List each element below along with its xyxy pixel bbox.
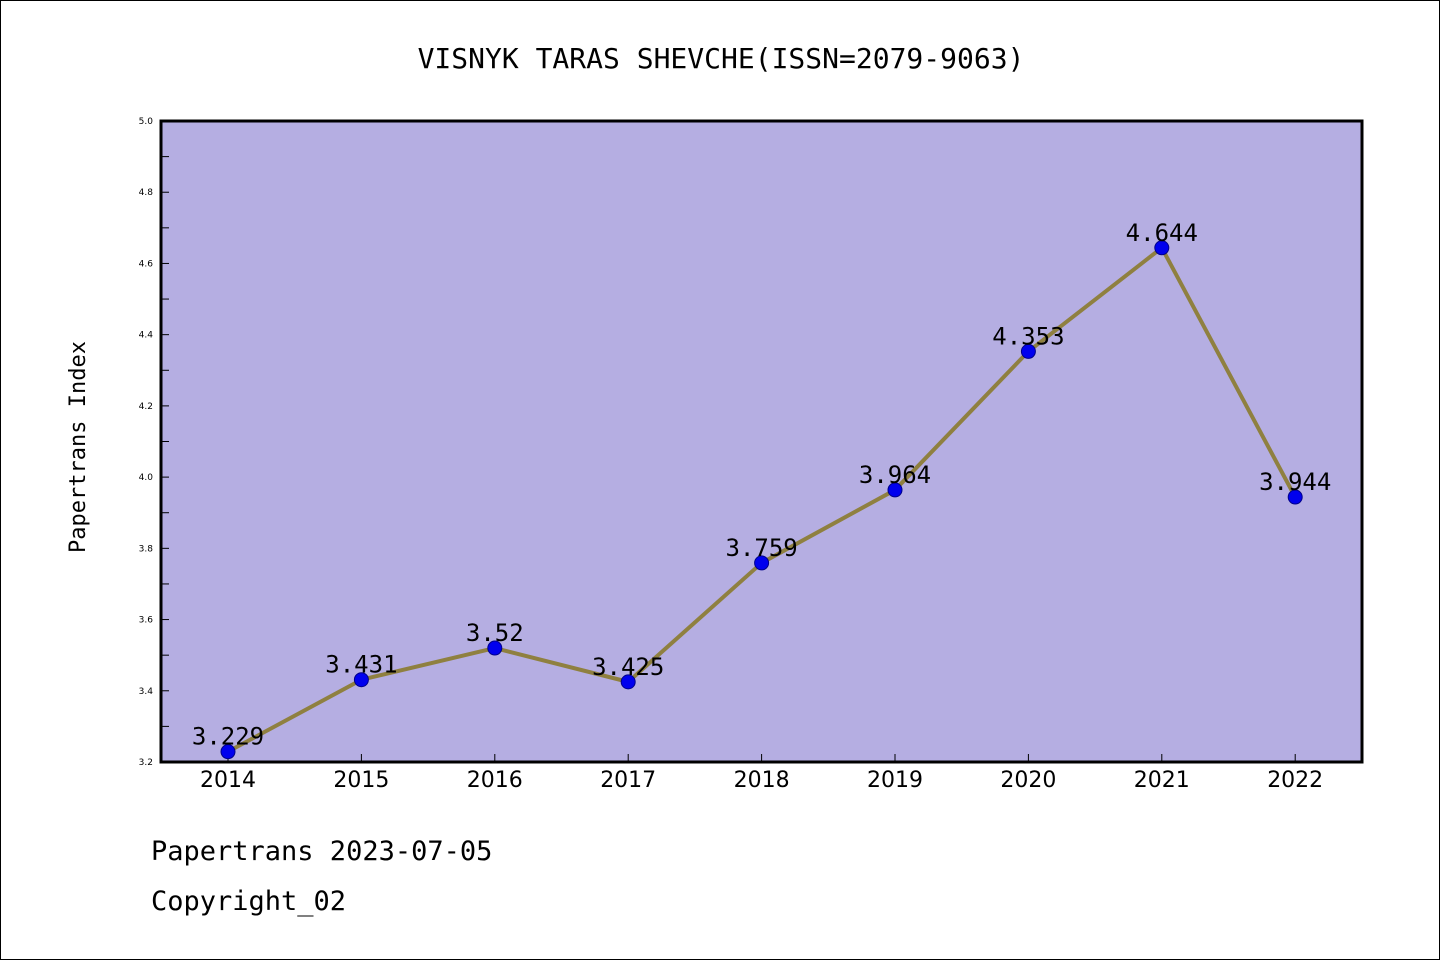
data-labels: 3.229 3.431 3.52 3.425 3.759 3.964 4.353 4.644 3… [192, 219, 1331, 751]
y-tick-label: 4.0 [139, 473, 154, 483]
data-label: 3.431 [325, 651, 397, 679]
chart-title: VISNYK TARAS SHEVCHE(ISSN=2079-9063) [418, 42, 1025, 75]
data-label: 4.353 [992, 322, 1064, 350]
x-tick-label: 2016 [467, 768, 523, 793]
plot-border [159, 119, 1364, 764]
data-point [620, 674, 636, 690]
y-tick-label: 4.2 [139, 402, 153, 412]
data-point [754, 555, 770, 571]
x-tick-label: 2017 [600, 768, 656, 793]
plot-area [161, 121, 1362, 762]
data-point [220, 744, 236, 760]
data-label: 4.644 [1126, 219, 1198, 247]
data-point [887, 482, 903, 498]
x-tick-label: 2020 [1000, 768, 1056, 793]
y-tick-label: 3.8 [139, 544, 154, 554]
data-label: 3.229 [192, 723, 264, 751]
y-tick-label: 3.6 [139, 616, 154, 626]
y-tick-label: 5.0 [139, 117, 154, 127]
x-tick-label: 2022 [1267, 768, 1323, 793]
data-point [353, 672, 369, 688]
y-tick-label: 3.2 [139, 758, 153, 768]
data-label: 3.964 [859, 461, 931, 489]
y-axis-label: Papertrans Index [66, 341, 91, 553]
data-point [487, 640, 503, 656]
x-tick-label: 2019 [867, 768, 923, 793]
data-point [1020, 343, 1036, 359]
y-tick-label: 4.6 [139, 259, 154, 269]
footer-copyright: Copyright_02 [151, 886, 347, 917]
data-label: 3.944 [1259, 468, 1331, 496]
data-label: 3.759 [725, 534, 797, 562]
data-point [1287, 489, 1303, 505]
x-tick-label: 2014 [200, 768, 256, 793]
y-tick-label: 3.4 [139, 687, 154, 697]
y-tick-label: 4.4 [139, 331, 154, 341]
y-tick-label: 4.8 [139, 188, 154, 198]
data-point [1154, 240, 1170, 256]
x-tick-label: 2015 [333, 768, 389, 793]
data-label: 3.425 [592, 653, 664, 681]
x-tick-label: 2018 [734, 768, 790, 793]
series-markers [220, 240, 1303, 760]
x-tick-label: 2021 [1134, 768, 1190, 793]
x-axis: 2014 2015 2016 2017 2018 2019 2020 2021 2022 [200, 754, 1323, 793]
footer-date: Papertrans 2023-07-05 [151, 836, 493, 867]
data-label: 3.52 [466, 619, 524, 647]
